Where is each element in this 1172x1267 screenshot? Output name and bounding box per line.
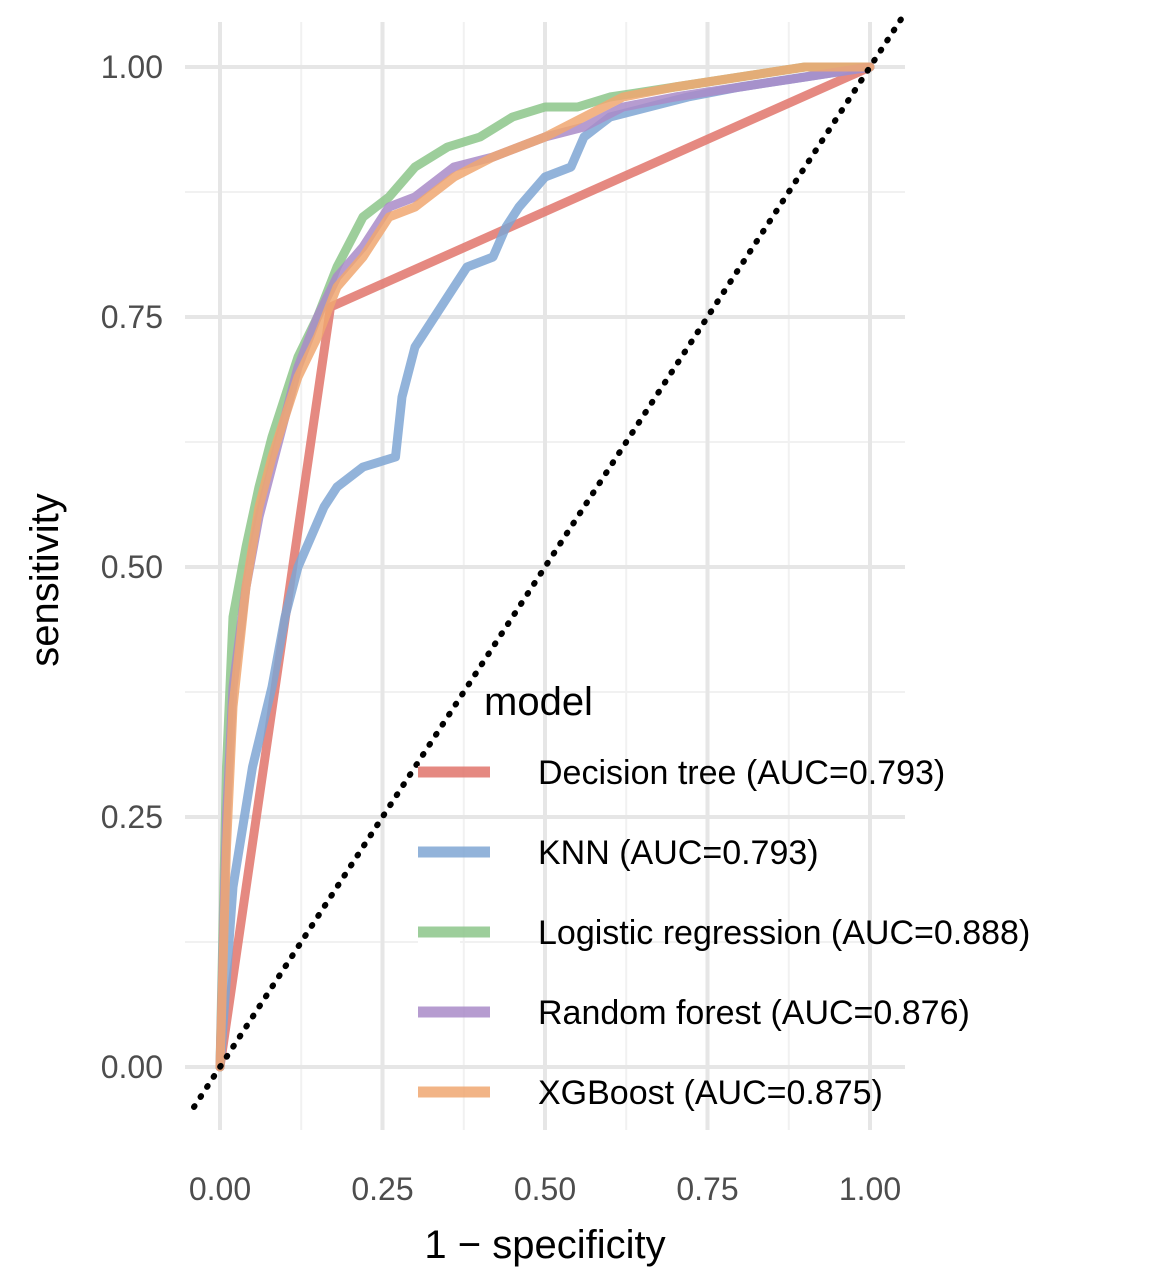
legend-label: Logistic regression (AUC=0.888)	[538, 914, 1030, 952]
x-tick-label: 0.75	[676, 1171, 738, 1207]
x-axis-title: 1 − specificity	[424, 1223, 665, 1267]
x-tick-labels: 0.00 0.25 0.50 0.75 1.00	[189, 1171, 901, 1207]
y-tick-label: 1.00	[101, 49, 163, 85]
y-axis-title: sensitivity	[23, 493, 67, 666]
legend-label: Decision tree (AUC=0.793)	[538, 754, 945, 792]
legend-title: model	[484, 680, 593, 724]
y-tick-labels: 0.00 0.25 0.50 0.75 1.00	[101, 49, 163, 1085]
series-lines	[215, 62, 875, 1072]
legend-item: Random forest (AUC=0.876)	[418, 994, 970, 1046]
diagonal-reference-line	[191, 14, 906, 1110]
x-tick-label: 1.00	[839, 1171, 901, 1207]
y-tick-label: 0.25	[101, 799, 163, 835]
legend-label: Random forest (AUC=0.876)	[538, 994, 970, 1032]
legend-label: KNN (AUC=0.793)	[538, 834, 819, 872]
series-line-1	[215, 62, 875, 1072]
x-tick-label: 0.00	[189, 1171, 251, 1207]
x-tick-label: 0.25	[351, 1171, 413, 1207]
x-tick-label: 0.50	[514, 1171, 576, 1207]
legend: model Decision tree (AUC=0.793) KNN (AUC=…	[418, 680, 1030, 1126]
y-tick-label: 0.00	[101, 1049, 163, 1085]
y-tick-label: 0.50	[101, 549, 163, 585]
legend-label: XGBoost (AUC=0.875)	[538, 1074, 883, 1112]
legend-item: Decision tree (AUC=0.793)	[418, 754, 945, 806]
series-line-4	[215, 62, 875, 1072]
y-tick-label: 0.75	[101, 299, 163, 335]
legend-item: Logistic regression (AUC=0.888)	[418, 914, 1030, 966]
reference-diagonal	[191, 14, 906, 1110]
legend-item: XGBoost (AUC=0.875)	[418, 1074, 883, 1126]
legend-item: KNN (AUC=0.793)	[418, 834, 819, 886]
